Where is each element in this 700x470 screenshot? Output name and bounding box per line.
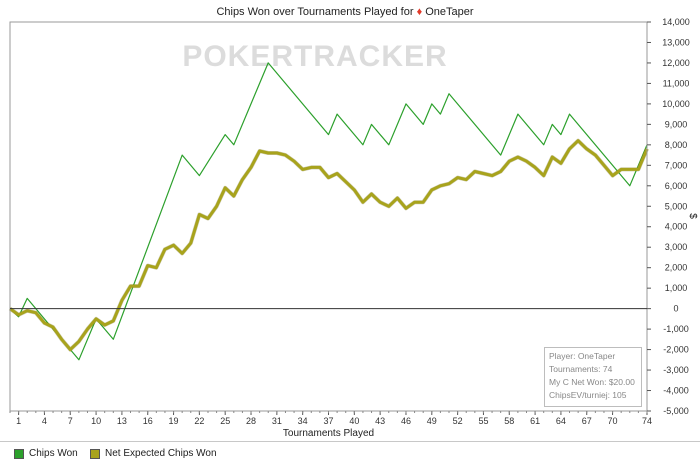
x-tick-label: 10: [91, 416, 101, 426]
y-tick-label: 1,000: [665, 283, 688, 293]
y-tick-label: 11,000: [663, 78, 690, 88]
x-tick-label: 49: [427, 416, 437, 426]
y-tick-label: -5,000: [663, 406, 689, 416]
x-tick-label: 64: [556, 416, 566, 426]
y-tick-label: 4,000: [665, 222, 688, 232]
chart-title: Chips Won over Tournaments Played for ♦ …: [216, 6, 473, 18]
x-tick-label: 4: [42, 416, 47, 426]
x-tick-label: 28: [246, 416, 256, 426]
x-tick-label: 61: [530, 416, 540, 426]
x-tick-label: 43: [375, 416, 385, 426]
y-tick-label: 0: [673, 304, 678, 314]
y-tick-label: 3,000: [665, 242, 688, 252]
series-line-chips-won: [9, 62, 648, 361]
x-axis-title: Tournaments Played: [283, 428, 374, 439]
watermark-logo: POKERTRACKER: [182, 40, 447, 73]
chart-legend: Chips Won Net Expected Chips Won: [0, 441, 700, 470]
x-tick-label: 74: [642, 416, 652, 426]
x-tick-label: 67: [582, 416, 592, 426]
x-tick-label: 52: [453, 416, 463, 426]
series-line-shadow-net-expected-chips-won: [8, 138, 649, 352]
y-tick-label: 8,000: [665, 140, 688, 150]
x-tick-label: 31: [272, 416, 282, 426]
y-tick-label: -1,000: [663, 324, 689, 334]
y-tick-label: -4,000: [663, 386, 689, 396]
info-net-won: My C Net Won: $20.00: [549, 377, 635, 387]
info-player: Player: OneTaper: [549, 351, 616, 361]
x-tick-label: 40: [349, 416, 359, 426]
y-tick-label: 9,000: [665, 119, 688, 129]
y-tick-label: -3,000: [663, 365, 689, 375]
chips-won-chart: POKERTRACKER -5,000 -4,000 -3,000 -2,000 -1,…: [8, 6, 698, 439]
x-tick-label: 22: [194, 416, 204, 426]
legend-label-net-expected: Net Expected Chips Won: [105, 448, 217, 459]
x-tick-label: 19: [169, 416, 179, 426]
legend-item-chips-won[interactable]: Chips Won: [14, 448, 78, 459]
y-tick-label: 14,000: [662, 17, 690, 27]
series-line-net-expected-chips-won: [9, 139, 649, 352]
y-tick-label: -2,000: [663, 345, 689, 355]
legend-item-net-expected[interactable]: Net Expected Chips Won: [90, 448, 217, 459]
y-axis-title: $: [687, 213, 698, 219]
x-tick-label: 46: [401, 416, 411, 426]
x-tick-label: 70: [608, 416, 618, 426]
x-tick-label: 7: [68, 416, 73, 426]
x-tick-label: 37: [323, 416, 333, 426]
info-chips-ev: ChipsEV/turniej: 105: [549, 390, 627, 400]
y-tick-label: 2,000: [665, 263, 688, 273]
y-tick-label: 13,000: [662, 37, 690, 47]
legend-swatch-net-expected: [90, 448, 100, 459]
y-tick-label: 12,000: [662, 58, 690, 68]
x-tick-label: 1: [16, 416, 21, 426]
legend-label-chips-won: Chips Won: [29, 448, 78, 459]
player-info-box: Player: OneTaper Tournaments: 74 My C Ne…: [544, 347, 642, 407]
x-tick-label: 13: [117, 416, 127, 426]
y-tick-label: 6,000: [665, 181, 688, 191]
y-tick-label: 7,000: [665, 160, 688, 170]
y-tick-label: 5,000: [665, 201, 688, 211]
x-tick-label: 55: [478, 416, 488, 426]
info-tournaments: Tournaments: 74: [549, 364, 613, 374]
x-tick-label: 25: [220, 416, 230, 426]
player-flag-icon: ♦: [417, 6, 426, 18]
x-tick-label: 58: [504, 416, 514, 426]
y-tick-label: 10,000: [662, 99, 690, 109]
x-tick-label: 34: [298, 416, 308, 426]
x-tick-label: 16: [143, 416, 153, 426]
legend-swatch-chips-won: [14, 448, 24, 459]
